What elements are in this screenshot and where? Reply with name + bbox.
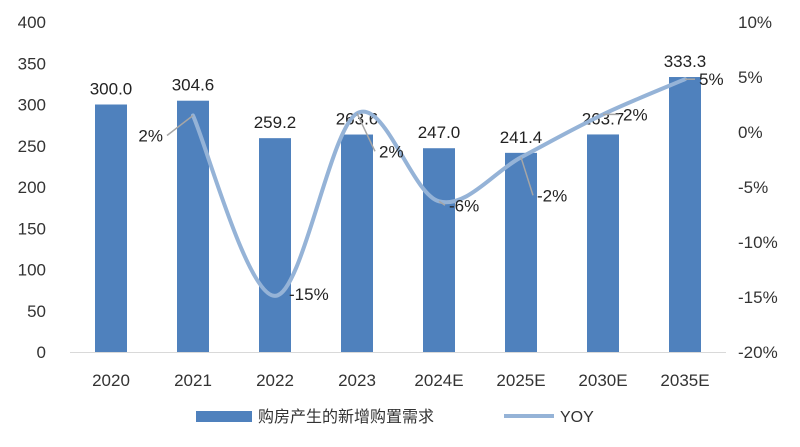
bar — [669, 77, 701, 352]
x-tick-label: 2035E — [660, 371, 709, 390]
bar-data-label: 241.4 — [500, 128, 543, 147]
left-tick-label: 350 — [18, 54, 46, 73]
bar-data-label: 259.2 — [254, 113, 297, 132]
bar-data-label: 247.0 — [418, 123, 461, 142]
yoy-data-label: 2% — [623, 105, 648, 124]
bar — [505, 152, 537, 352]
left-axis: 0 50 100 150 200 250 300 350 400 — [18, 13, 46, 362]
bar — [341, 134, 373, 352]
legend: 购房产生的新增购置需求 YOY — [196, 408, 594, 426]
bar — [177, 100, 209, 352]
bar — [587, 134, 619, 352]
right-axis: -20% -15% -10% -5% 0% 5% 10% — [738, 13, 778, 362]
right-tick-label: -10% — [738, 233, 778, 252]
legend-bar-swatch — [196, 411, 252, 422]
yoy-leader-line — [520, 157, 534, 196]
yoy-data-label: 2% — [138, 127, 163, 146]
yoy-data-labels: 2% -15% 2% -6% -2% 2% 5% — [138, 70, 723, 304]
yoy-leader-line — [166, 114, 194, 137]
right-tick-label: 5% — [738, 68, 763, 87]
left-tick-label: 50 — [27, 302, 46, 321]
yoy-data-label: 2% — [379, 142, 404, 161]
left-tick-label: 100 — [18, 261, 46, 280]
yoy-data-label: 5% — [699, 70, 724, 89]
yoy-leader-line — [438, 200, 446, 206]
right-tick-label: 0% — [738, 123, 763, 142]
yoy-leader-line — [356, 112, 376, 152]
yoy-data-label: -6% — [449, 196, 479, 215]
legend-line-label: YOY — [560, 409, 594, 426]
legend-bar-label: 购房产生的新增购置需求 — [258, 408, 434, 426]
x-tick-label: 2024E — [414, 371, 463, 390]
right-tick-label: -15% — [738, 288, 778, 307]
right-tick-label: -5% — [738, 178, 768, 197]
bar-series — [95, 77, 701, 352]
left-tick-label: 250 — [18, 137, 46, 156]
bar — [423, 148, 455, 352]
left-tick-label: 400 — [18, 13, 46, 32]
x-tick-label: 2020 — [92, 371, 130, 390]
bar-data-label: 304.6 — [172, 76, 215, 95]
yoy-data-label: -15% — [289, 285, 329, 304]
bar-data-label: 300.0 — [90, 80, 133, 99]
bar — [259, 138, 291, 352]
x-tick-label: 2025E — [496, 371, 545, 390]
yoy-data-label: -2% — [537, 186, 567, 205]
left-tick-label: 200 — [18, 178, 46, 197]
left-tick-label: 0 — [37, 343, 46, 362]
bar-data-label: 333.3 — [664, 52, 707, 71]
x-tick-label: 2023 — [338, 371, 376, 390]
left-tick-label: 150 — [18, 219, 46, 238]
right-tick-label: -20% — [738, 343, 778, 362]
yoy-point — [274, 295, 276, 297]
right-tick-label: 10% — [738, 13, 772, 32]
yoy-line — [191, 77, 687, 298]
x-tick-label: 2030E — [578, 371, 627, 390]
x-tick-label: 2022 — [256, 371, 294, 390]
left-tick-label: 300 — [18, 96, 46, 115]
bar — [95, 104, 127, 352]
x-axis: 2020 2021 2022 2023 2024E 2025E 2030E 2035E — [70, 352, 726, 390]
x-tick-label: 2021 — [174, 371, 212, 390]
